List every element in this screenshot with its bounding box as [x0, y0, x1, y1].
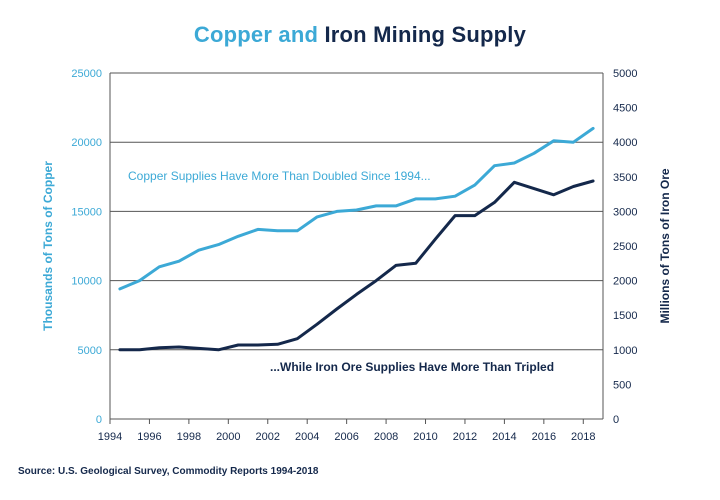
y-tick-left-25000: 25000 — [71, 68, 102, 80]
y-tick-left-20000: 20000 — [71, 137, 102, 149]
chart-title-copper: Copper and — [193, 22, 319, 47]
chart-title-iron: Iron Mining Supply — [324, 22, 527, 47]
x-tick-2010: 2010 — [413, 431, 437, 443]
x-tick-1994: 1994 — [98, 431, 122, 443]
y-tick-left-15000: 15000 — [71, 206, 102, 218]
gridlines — [109, 72, 604, 420]
x-tick-2002: 2002 — [256, 431, 280, 443]
y-tick-right-0: 0 — [613, 414, 619, 426]
y-tick-right-500: 500 — [613, 379, 631, 391]
x-tick-2016: 2016 — [532, 431, 556, 443]
axis-ticks: 0 5000 10000 15000 20000 25000 0 500 1000 1500 200… — [71, 68, 637, 443]
y-tick-right-4000: 4000 — [613, 137, 637, 149]
y-tick-left-0: 0 — [96, 414, 102, 426]
x-tick-2012: 2012 — [453, 431, 477, 443]
y-tick-left-5000: 5000 — [78, 345, 102, 357]
x-tick-2006: 2006 — [334, 431, 358, 443]
y-tick-left-10000: 10000 — [71, 276, 102, 288]
y-tick-right-1000: 1000 — [613, 345, 637, 357]
y-tick-right-1500: 1500 — [613, 310, 637, 322]
series-line-iron-ore — [118, 179, 595, 352]
y-tick-right-2000: 2000 — [613, 276, 637, 288]
iron-annotation: ...While Iron Ore Supplies Have More Tha… — [270, 360, 554, 374]
x-tick-2000: 2000 — [216, 431, 240, 443]
y-tick-right-3000: 3000 — [613, 206, 637, 218]
x-tick-2014: 2014 — [492, 431, 516, 443]
x-tick-2018: 2018 — [571, 431, 595, 443]
chart-title: Copper and Iron Mining Supply — [0, 22, 720, 48]
y-tick-right-4500: 4500 — [613, 103, 637, 115]
x-tick-2004: 2004 — [295, 431, 319, 443]
source-note: Source: U.S. Geological Survey, Commodit… — [18, 466, 319, 477]
y-tick-right-2500: 2500 — [613, 241, 637, 253]
y-axis-label-right: Millions of Tons of Iron Ore — [658, 168, 672, 323]
y-tick-right-5000: 5000 — [613, 68, 637, 80]
copper-annotation: Copper Supplies Have More Than Doubled S… — [128, 169, 431, 183]
series-line-copper — [118, 126, 595, 291]
y-tick-right-3500: 3500 — [613, 172, 637, 184]
x-tick-1998: 1998 — [177, 431, 201, 443]
series-lines — [118, 126, 595, 352]
x-tick-1996: 1996 — [137, 431, 161, 443]
y-axis-label-left: Thousands of Tons of Copper — [41, 161, 55, 331]
x-tick-2008: 2008 — [374, 431, 398, 443]
